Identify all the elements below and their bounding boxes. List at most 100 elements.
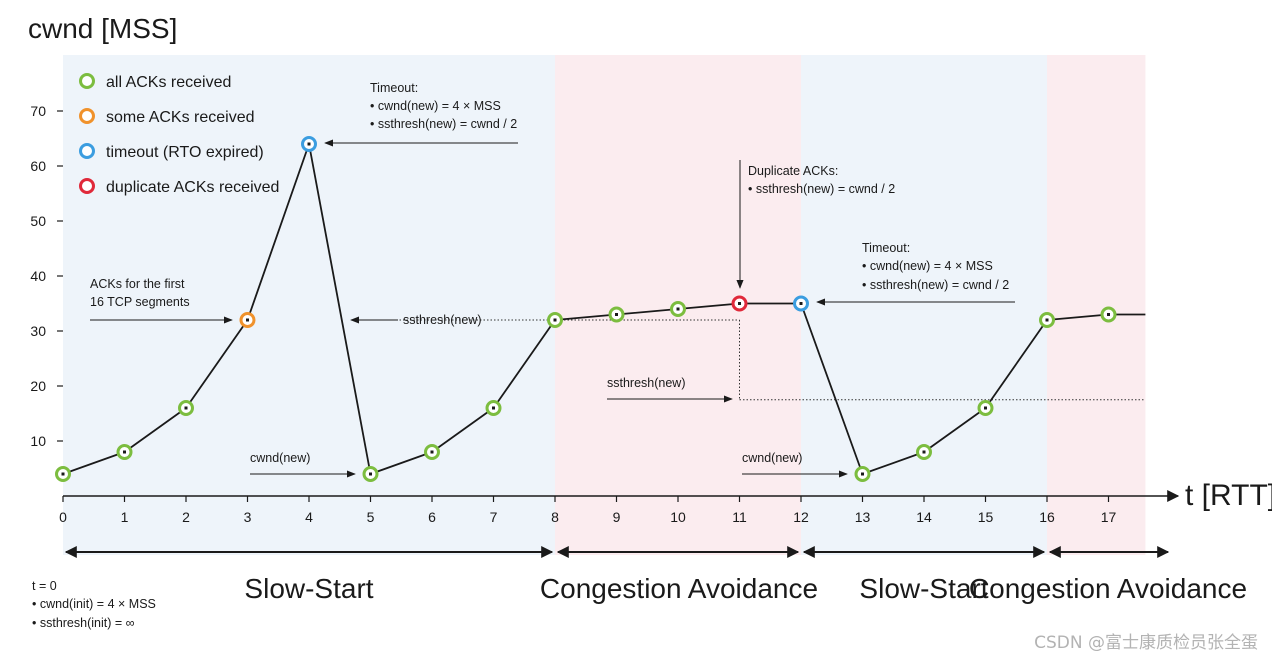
x-tick-label-16: 16 bbox=[1039, 509, 1055, 525]
svg-text:16 TCP segments: 16 TCP segments bbox=[90, 295, 190, 309]
svg-text:• cwnd(init) = 4 × MSS: • cwnd(init) = 4 × MSS bbox=[32, 597, 156, 611]
legend: all ACKs received some ACKs received tim… bbox=[79, 73, 279, 196]
phase-bg-2 bbox=[801, 55, 1047, 555]
svg-text:Timeout:: Timeout: bbox=[370, 81, 418, 95]
svg-text:cwnd(new): cwnd(new) bbox=[250, 451, 310, 465]
point-13 bbox=[854, 466, 871, 482]
annotation-acks-first: ACKs for the first 16 TCP segments bbox=[90, 277, 233, 324]
point-5 bbox=[362, 466, 379, 482]
point-4 bbox=[301, 136, 317, 152]
point-14 bbox=[916, 444, 932, 460]
point-6 bbox=[424, 444, 440, 460]
svg-text:all ACKs received: all ACKs received bbox=[106, 74, 231, 91]
phase-label-slow-start-1: Slow-Start bbox=[244, 573, 373, 604]
x-tick-label-10: 10 bbox=[670, 509, 686, 525]
svg-text:ssthresh(new): ssthresh(new) bbox=[403, 313, 482, 327]
point-3 bbox=[239, 312, 256, 328]
x-tick-label-17: 17 bbox=[1101, 509, 1117, 525]
svg-text:duplicate ACKs received: duplicate ACKs received bbox=[106, 179, 279, 196]
legend-item-some: some ACKs received bbox=[79, 108, 255, 126]
svg-text:• cwnd(new) = 4 × MSS: • cwnd(new) = 4 × MSS bbox=[862, 259, 993, 273]
point-dot-5 bbox=[369, 472, 372, 476]
x-tick-label-13: 13 bbox=[855, 509, 871, 525]
y-tick-label-50: 50 bbox=[30, 213, 46, 229]
x-axis-title: t [RTT] bbox=[1185, 479, 1272, 512]
svg-text:t = 0: t = 0 bbox=[32, 579, 57, 593]
point-1 bbox=[116, 444, 133, 460]
annotation-timeout-1: Timeout: • cwnd(new) = 4 × MSS • ssthres… bbox=[324, 81, 518, 147]
data-markers bbox=[55, 136, 1117, 482]
x-tick-label-3: 3 bbox=[244, 509, 252, 525]
point-dot-16 bbox=[1045, 318, 1049, 322]
point-dot-3 bbox=[246, 318, 249, 322]
x-tick-label-4: 4 bbox=[305, 509, 313, 525]
point-15 bbox=[977, 400, 994, 416]
point-8 bbox=[547, 312, 563, 328]
point-dot-8 bbox=[553, 318, 557, 322]
x-tick-label-14: 14 bbox=[916, 509, 932, 525]
annotation-ssthresh-1: ssthresh(new) bbox=[350, 313, 482, 327]
point-dot-2 bbox=[184, 406, 188, 410]
svg-text:ssthresh(new): ssthresh(new) bbox=[607, 376, 686, 390]
point-dot-0 bbox=[61, 472, 65, 476]
legend-item-timeout: timeout (RTO expired) bbox=[79, 143, 264, 161]
y-tick-label-70: 70 bbox=[30, 103, 46, 119]
phase-backgrounds bbox=[63, 55, 1146, 555]
svg-text:• ssthresh(new) = cwnd / 2: • ssthresh(new) = cwnd / 2 bbox=[748, 182, 895, 196]
point-dot-15 bbox=[984, 406, 987, 410]
x-tick-label-0: 0 bbox=[59, 509, 67, 525]
svg-text:cwnd(new): cwnd(new) bbox=[742, 451, 802, 465]
y-tick-label-60: 60 bbox=[30, 158, 46, 174]
annotation-init: t = 0 • cwnd(init) = 4 × MSS • ssthresh(… bbox=[32, 579, 156, 630]
x-tick-label-9: 9 bbox=[613, 509, 621, 525]
y-tick-label-30: 30 bbox=[30, 323, 46, 339]
x-tick-label-8: 8 bbox=[551, 509, 559, 525]
phase-bg-3 bbox=[1047, 55, 1146, 555]
legend-item-dup: duplicate ACKs received bbox=[79, 178, 279, 196]
point-dot-9 bbox=[615, 313, 618, 316]
phase-label-congestion-1: Congestion Avoidance bbox=[540, 573, 818, 604]
point-dot-6 bbox=[430, 450, 434, 454]
point-dot-11 bbox=[738, 302, 741, 305]
point-11 bbox=[731, 295, 748, 312]
x-tick-label-5: 5 bbox=[367, 509, 375, 525]
svg-text:Duplicate ACKs:: Duplicate ACKs: bbox=[748, 164, 838, 178]
annotation-timeout-2: Timeout: • cwnd(new) = 4 × MSS • ssthres… bbox=[816, 241, 1015, 306]
y-tick-label-20: 20 bbox=[30, 378, 46, 394]
svg-text:• cwnd(new) = 4 × MSS: • cwnd(new) = 4 × MSS bbox=[370, 99, 501, 113]
x-tick-label-1: 1 bbox=[121, 509, 129, 525]
phase-label-slow-start-2: Slow-Start bbox=[859, 573, 988, 604]
phase-label-congestion-2: Congestion Avoidance bbox=[969, 573, 1247, 604]
point-0 bbox=[55, 466, 71, 482]
y-tick-label-40: 40 bbox=[30, 268, 46, 284]
annotation-cwnd-1: cwnd(new) bbox=[250, 451, 356, 478]
x-tick-label-15: 15 bbox=[978, 509, 994, 525]
x-tick-label-11: 11 bbox=[732, 509, 747, 525]
point-dot-7 bbox=[492, 406, 495, 410]
point-dot-4 bbox=[307, 142, 311, 146]
point-16 bbox=[1039, 312, 1055, 328]
point-dot-14 bbox=[922, 450, 926, 454]
point-dot-17 bbox=[1107, 313, 1110, 316]
y-axis-title: cwnd [MSS] bbox=[28, 13, 177, 44]
x-tick-label-2: 2 bbox=[182, 509, 190, 525]
point-7 bbox=[485, 400, 502, 416]
point-dot-10 bbox=[676, 307, 680, 311]
point-dot-13 bbox=[861, 472, 864, 476]
point-10 bbox=[670, 301, 686, 317]
svg-text:ACKs for the first: ACKs for the first bbox=[90, 277, 185, 291]
x-tick-label-7: 7 bbox=[490, 509, 498, 525]
point-dot-1 bbox=[123, 450, 126, 454]
legend-item-all: all ACKs received bbox=[79, 73, 231, 91]
point-9 bbox=[608, 306, 625, 323]
watermark: CSDN @富士康质检员张全蛋 bbox=[1034, 633, 1258, 653]
svg-text:• ssthresh(new) = cwnd / 2: • ssthresh(new) = cwnd / 2 bbox=[862, 278, 1009, 292]
svg-text:timeout (RTO expired): timeout (RTO expired) bbox=[106, 144, 264, 161]
point-dot-12 bbox=[799, 302, 803, 305]
y-tick-label-10: 10 bbox=[30, 433, 46, 449]
point-17 bbox=[1100, 306, 1117, 323]
svg-text:Timeout:: Timeout: bbox=[862, 241, 910, 255]
point-12 bbox=[793, 295, 809, 312]
